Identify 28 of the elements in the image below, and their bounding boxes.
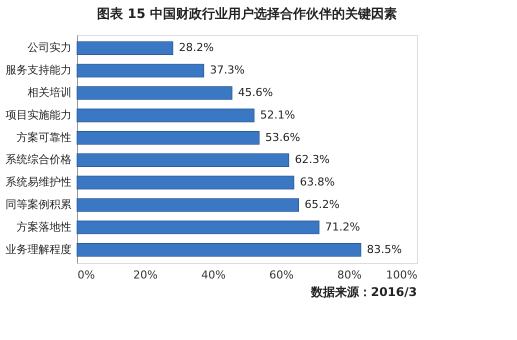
data-label: 83.5% <box>366 242 402 256</box>
x-tick-label: 20% <box>133 268 158 282</box>
y-tick-label: 服务支持能力 <box>6 64 72 77</box>
y-tick-label: 系统易维护性 <box>6 176 72 189</box>
y-tick-label: 公司实力 <box>28 41 72 54</box>
x-tick-label: 60% <box>269 268 294 282</box>
data-label: 71.2% <box>325 220 360 234</box>
y-tick-label: 同等案例积累 <box>6 198 72 211</box>
data-label: 52.1% <box>260 108 296 122</box>
chart-title: 图表 15 中国财政行业用户选择合作伙伴的关键因素 <box>96 6 398 22</box>
y-tick-label: 相关培训 <box>28 86 72 100</box>
y-tick-label: 系统综合价格 <box>6 153 72 166</box>
source-note: 数据来源：2016/3 <box>310 285 417 299</box>
x-tick-label: 0% <box>78 268 95 282</box>
data-label: 37.3% <box>210 64 245 77</box>
y-tick-label: 方案可靠性 <box>16 130 72 144</box>
y-tick-label: 项目实施能力 <box>6 108 72 122</box>
data-label: 63.8% <box>300 176 335 189</box>
data-label: 53.6% <box>265 130 300 144</box>
x-tick-label: 100% <box>386 268 418 282</box>
y-tick-label: 方案落地性 <box>16 220 72 234</box>
x-tick-label: 40% <box>201 268 226 282</box>
x-tick-label: 80% <box>337 268 362 282</box>
data-label: 65.2% <box>304 198 340 211</box>
data-label: 28.2% <box>178 41 214 54</box>
data-label: 62.3% <box>294 153 330 166</box>
y-tick-label: 业务理解程度 <box>6 242 72 256</box>
data-label: 45.6% <box>238 86 273 100</box>
